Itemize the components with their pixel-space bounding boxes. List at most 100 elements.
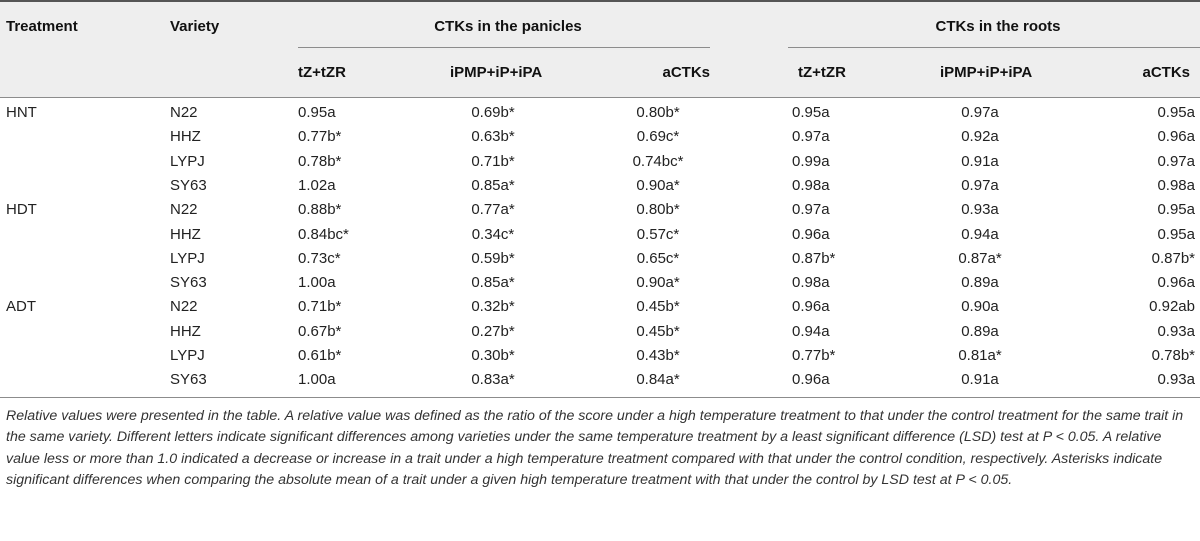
roots-ip-cell: 0.94a [961,225,999,243]
header-band [0,0,1200,97]
roots-actks-cell: 0.96a [1157,274,1195,292]
table-bottom-rule [0,397,1200,398]
panicles-tz-cell: 0.67b* [298,322,342,340]
variety-header: Variety [170,18,220,35]
panicles-ip-cell: 0.63b* [471,128,515,146]
roots-actks-cell: 0.96a [1157,128,1195,146]
panicles-actks-cell: 0.65c* [636,249,680,267]
roots-tz-cell: 0.99a [792,152,830,170]
roots-ip-cell: 0.81a* [958,347,1002,364]
variety-cell: LYPJ [170,152,205,170]
roots-actks-cell: 0.97a [1157,152,1195,170]
treatment-header: Treatment [6,18,78,35]
panicles-ip-header: iPMP+iP+iPA [450,64,543,81]
roots-actks-cell: 0.93a [1157,371,1195,389]
roots-actks-cell: 0.87b* [1151,249,1195,267]
variety-cell: LYPJ [170,347,205,364]
roots-ip-header: iPMP+iP+iPA [940,64,1033,81]
roots-actks-cell: 0.95a [1157,201,1195,219]
panicles-actks-cell: 0.74bc* [632,152,684,170]
panicles-tz-cell: 1.02a [298,176,336,194]
roots-tz-cell: 0.98a [792,176,830,194]
roots-actks-header: aCTKs [1142,64,1190,81]
roots-tz-cell: 0.77b* [792,347,836,364]
roots-actks-cell: 0.93a [1157,322,1195,340]
roots-tz-cell: 0.96a [792,371,830,389]
table-footnote: Relative values were presented in the ta… [6,408,1184,489]
roots-tz-header: tZ+tZR [798,64,846,81]
roots-ip-cell: 0.91a [961,371,999,389]
roots-group-rule [788,47,1200,48]
panicles-ip-cell: 0.27b* [471,322,515,340]
variety-cell: SY63 [170,371,207,389]
panicles-tz-cell: 0.73c* [298,249,341,267]
panicles-actks-cell: 0.90a* [636,274,680,292]
variety-cell: LYPJ [170,249,205,267]
roots-tz-cell: 0.96a [792,298,830,316]
panicles-tz-cell: 0.88b* [298,201,342,219]
roots-ip-cell: 0.97a [961,104,999,121]
variety-cell: N22 [170,201,198,219]
panicles-actks-cell: 0.45b* [636,298,680,316]
roots-tz-cell: 0.97a [792,201,830,219]
roots-actks-cell: 0.95a [1157,104,1195,121]
panicles-actks-cell: 0.57c* [636,225,680,243]
panicles-ip-cell: 0.71b* [471,152,515,170]
panicles-tz-cell: 1.00a [298,274,336,292]
panicles-ip-cell: 0.69b* [471,104,515,121]
variety-cell: HHZ [170,322,201,340]
panicles-actks-cell: 0.45b* [636,322,680,340]
panicles-tz-cell: 1.00a [298,371,336,389]
roots-actks-cell: 0.92ab [1149,298,1195,316]
panicles-actks-cell: 0.69c* [636,128,680,146]
roots-ip-cell: 0.97a [961,176,999,194]
roots-actks-cell: 0.95a [1157,225,1195,243]
roots-tz-cell: 0.95a [792,104,830,121]
roots-group-header: CTKs in the roots [935,18,1061,35]
roots-ip-cell: 0.87a* [958,249,1002,267]
header-bottom-rule [0,97,1200,98]
panicles-group-header: CTKs in the panicles [434,18,582,35]
roots-ip-cell: 0.92a [961,128,999,146]
roots-tz-cell: 0.94a [792,322,830,340]
panicles-tz-cell: 0.77b* [298,128,342,146]
roots-tz-cell: 0.96a [792,225,830,243]
panicles-actks-cell: 0.80b* [636,201,680,219]
panicles-tz-cell: 0.84bc* [298,225,349,243]
roots-actks-cell: 0.98a [1157,176,1195,194]
treatment-cell: HNT [6,104,37,121]
panicles-tz-cell: 0.95a [298,104,336,121]
panicles-actks-cell: 0.80b* [636,104,680,121]
panicles-ip-cell: 0.85a* [471,274,515,292]
panicles-group-rule [298,47,710,48]
panicles-ip-cell: 0.85a* [471,176,515,194]
panicles-actks-cell: 0.90a* [636,176,680,194]
panicles-ip-cell: 0.34c* [471,225,515,243]
roots-ip-cell: 0.93a [961,201,999,219]
panicles-actks-cell: 0.84a* [636,371,680,389]
variety-cell: SY63 [170,176,207,194]
variety-cell: HHZ [170,128,201,146]
panicles-tz-cell: 0.61b* [298,347,342,364]
panicles-ip-cell: 0.59b* [471,249,515,267]
roots-actks-cell: 0.78b* [1151,347,1195,364]
variety-cell: SY63 [170,274,207,292]
roots-ip-cell: 0.91a [961,152,999,170]
variety-cell: HHZ [170,225,201,243]
treatment-cell: HDT [6,201,37,219]
roots-tz-cell: 0.87b* [792,249,836,267]
panicles-tz-cell: 0.78b* [298,152,342,170]
treatment-cell: ADT [6,298,36,316]
variety-cell: N22 [170,104,198,121]
panicles-tz-cell: 0.71b* [298,298,342,316]
roots-tz-cell: 0.98a [792,274,830,292]
roots-ip-cell: 0.89a [961,274,999,292]
panicles-ip-cell: 0.77a* [471,201,515,219]
roots-ip-cell: 0.90a [961,298,999,316]
panicles-tz-header: tZ+tZR [298,64,346,81]
panicles-ip-cell: 0.32b* [471,298,515,316]
panicles-actks-cell: 0.43b* [636,347,680,364]
panicles-ip-cell: 0.30b* [471,347,515,364]
roots-ip-cell: 0.89a [961,322,999,340]
